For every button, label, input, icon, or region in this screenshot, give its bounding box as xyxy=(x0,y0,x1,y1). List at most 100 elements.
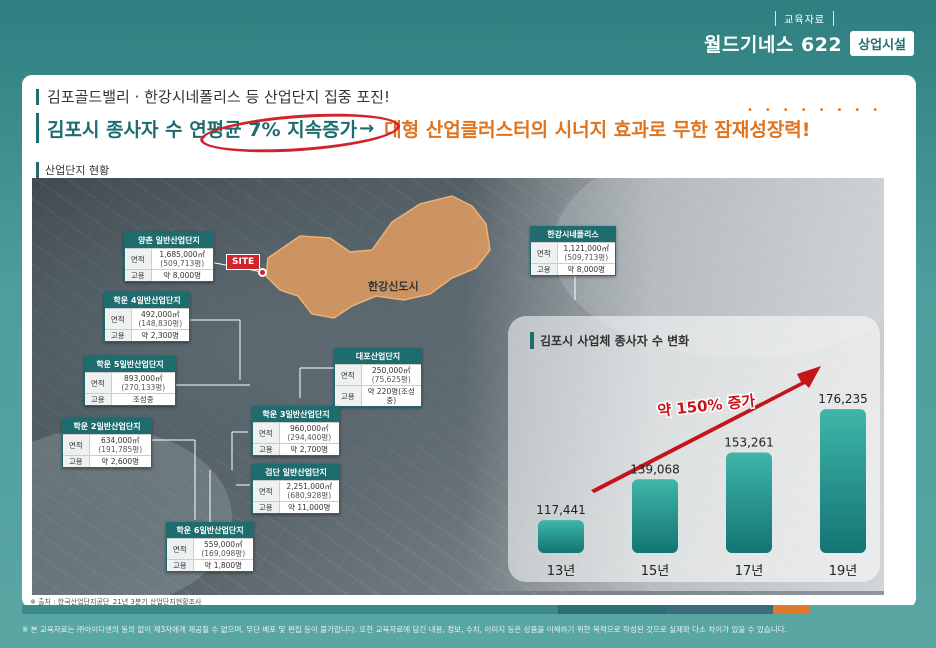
new-town-shape xyxy=(265,195,491,319)
area-key: 면적 xyxy=(531,242,558,264)
employment-key: 고용 xyxy=(125,269,152,281)
employment-key: 고용 xyxy=(105,329,132,341)
complex-box-hagun5: 학운 5일반산업단지 면적 893,000㎡ (270,133평) 고용 조성중 xyxy=(84,356,176,406)
area-value: 1,685,000㎡ (509,713평) xyxy=(151,248,213,270)
headline-orange: 대형 산업클러스터의 시너지 효과로 무한 잠재성장력! xyxy=(384,118,811,141)
area-sqm: 559,000㎡ xyxy=(203,540,243,549)
area-sqm: 634,000㎡ xyxy=(100,436,140,445)
bar-value-label: 176,235 xyxy=(818,392,868,406)
section-label: 산업단지 현황 xyxy=(36,162,109,178)
employment-key: 고용 xyxy=(335,385,362,406)
bar-17년 xyxy=(726,452,772,553)
complex-box-geomdan: 검단 일반산업단지 면적 2,251,000㎡ (680,928평) 고용 약 11,… xyxy=(252,464,340,514)
complex-name: 학운 2일반산업단지 xyxy=(63,419,151,434)
employment-value: 조성중 xyxy=(111,393,175,405)
area-value: 893,000㎡ (270,133평) xyxy=(111,372,175,394)
area-sqm: 492,000㎡ xyxy=(140,310,180,319)
complex-name: 대포산업단지 xyxy=(335,349,421,364)
headline-line2: 김포시 종사자 수 연평균 7% 지속증가 → 대형 산업클러스터의 시너지 효… xyxy=(36,113,810,143)
employment-value: 약 11,000명 xyxy=(279,501,339,513)
employment-value: 약 1,800명 xyxy=(193,559,253,571)
bar-15년 xyxy=(632,479,678,553)
brand-header: 교육자료 월드기네스 622 상업시설 xyxy=(704,8,914,57)
area-pyeong: (75,625평) xyxy=(371,375,411,384)
category-label: 13년 xyxy=(547,564,576,579)
headline-main: 김포시 종사자 수 연평균 7% 지속증가 xyxy=(47,118,358,141)
area-pyeong: (191,785평) xyxy=(98,445,143,454)
source-note: ※ 출처 : 한국산업단지공단_21년 3분기 산업단지현황조사 xyxy=(30,598,202,606)
employment-value: 약 8,000명 xyxy=(151,269,213,281)
bar-value-label: 153,261 xyxy=(724,435,774,449)
area-sqm: 1,121,000㎡ xyxy=(563,244,610,253)
employment-value: 약 2,300명 xyxy=(131,329,189,341)
employment-value: 약 2,600명 xyxy=(89,455,151,467)
area-sqm: 893,000㎡ xyxy=(123,374,163,383)
complex-name: 한강시네폴리스 xyxy=(531,227,615,242)
employment-key: 고용 xyxy=(63,455,90,467)
employment-key: 고용 xyxy=(253,501,280,513)
brand-category: 교육자료 xyxy=(775,11,834,26)
area-key: 면적 xyxy=(253,422,280,444)
complex-name: 학운 6일반산업단지 xyxy=(167,523,253,538)
area-pyeong: (509,713평) xyxy=(160,259,205,268)
bar-19년 xyxy=(820,409,866,553)
emphasis-dots: •••••••• xyxy=(747,105,891,116)
employment-value: 약 2,700명 xyxy=(279,443,339,455)
site-label: SITE xyxy=(226,254,261,270)
employment-key: 고용 xyxy=(253,443,280,455)
area-key: 면적 xyxy=(335,364,362,386)
site-marker xyxy=(258,268,267,277)
employment-bar-chart: 약 150% 증가 117,44113년139,06815년153,26117년… xyxy=(536,366,868,579)
area-sqm: 2,251,000㎡ xyxy=(286,482,333,491)
chart-title: 김포시 사업체 종사자 수 변화 xyxy=(530,332,689,349)
area-sqm: 960,000㎡ xyxy=(289,424,329,433)
category-label: 15년 xyxy=(641,564,670,579)
area-pyeong: (509,713평) xyxy=(564,253,609,262)
disclaimer: ※ 본 교육자료는 ㈜아이디엔의 동의 없이 제3자에게 제공될 수 없으며, … xyxy=(22,625,787,634)
footer-stripe xyxy=(22,605,916,614)
bar-value-label: 139,068 xyxy=(630,462,680,476)
area-value: 1,121,000㎡ (509,713평) xyxy=(557,242,615,264)
growth-arrow-shape xyxy=(591,366,821,494)
category-label: 19년 xyxy=(829,564,858,579)
area-pyeong: (680,928평) xyxy=(287,491,332,500)
area-sqm: 1,685,000㎡ xyxy=(159,250,206,259)
area-sqm: 250,000㎡ xyxy=(371,366,411,375)
bar-value-label: 117,441 xyxy=(536,503,586,517)
complex-box-cinepolis: 한강시네폴리스 면적 1,121,000㎡ (509,713평) 고용 약 8,000… xyxy=(530,226,616,276)
area-key: 면적 xyxy=(125,248,152,270)
area-value: 2,251,000㎡ (680,928평) xyxy=(279,480,339,502)
area-pyeong: (169,098평) xyxy=(201,549,246,558)
complex-name: 양촌 일반산업단지 xyxy=(125,233,213,248)
complex-box-hagun4: 학운 4일반산업단지 면적 492,000㎡ (148,830평) 고용 약 2,30… xyxy=(104,292,190,342)
area-key: 면적 xyxy=(253,480,280,502)
employment-key: 고용 xyxy=(167,559,194,571)
headline-arrow: → xyxy=(359,117,375,139)
growth-arrow xyxy=(591,366,821,494)
complex-name: 학운 3일반산업단지 xyxy=(253,407,339,422)
brand-badge: 상업시설 xyxy=(850,31,914,56)
area-pyeong: (294,400평) xyxy=(287,433,332,442)
complex-box-yangchon: 양촌 일반산업단지 면적 1,685,000㎡ (509,713평) 고용 약 8,0… xyxy=(124,232,214,282)
complex-box-hagun3: 학운 3일반산업단지 면적 960,000㎡ (294,400평) 고용 약 2,70… xyxy=(252,406,340,456)
complex-box-hagun6: 학운 6일반산업단지 면적 559,000㎡ (169,098평) 고용 약 1,80… xyxy=(166,522,254,572)
employment-value: 약 220명(조성중) xyxy=(361,385,421,406)
bar-13년 xyxy=(538,520,584,553)
area-pyeong: (148,830평) xyxy=(138,319,183,328)
employment-key: 고용 xyxy=(85,393,112,405)
employment-key: 고용 xyxy=(531,263,558,275)
category-label: 17년 xyxy=(735,564,764,579)
area-key: 면적 xyxy=(85,372,112,394)
area-pyeong: (270,133평) xyxy=(121,383,166,392)
complex-box-hagun2: 학운 2일반산업단지 면적 634,000㎡ (191,785평) 고용 약 2,60… xyxy=(62,418,152,468)
complex-box-daepo: 대포산업단지 면적 250,000㎡ (75,625평) 고용 약 220명(조성중) xyxy=(334,348,422,407)
area-value: 559,000㎡ (169,098평) xyxy=(193,538,253,560)
area-key: 면적 xyxy=(63,434,90,456)
area-value: 634,000㎡ (191,785평) xyxy=(89,434,151,456)
complex-name: 학운 4일반산업단지 xyxy=(105,293,189,308)
area-value: 960,000㎡ (294,400평) xyxy=(279,422,339,444)
area-value: 250,000㎡ (75,625평) xyxy=(361,364,421,386)
area-key: 면적 xyxy=(105,308,132,330)
headline-line1: 김포골드밸리 · 한강시네폴리스 등 산업단지 집중 포진! xyxy=(36,89,390,105)
complex-name: 학운 5일반산업단지 xyxy=(85,357,175,372)
